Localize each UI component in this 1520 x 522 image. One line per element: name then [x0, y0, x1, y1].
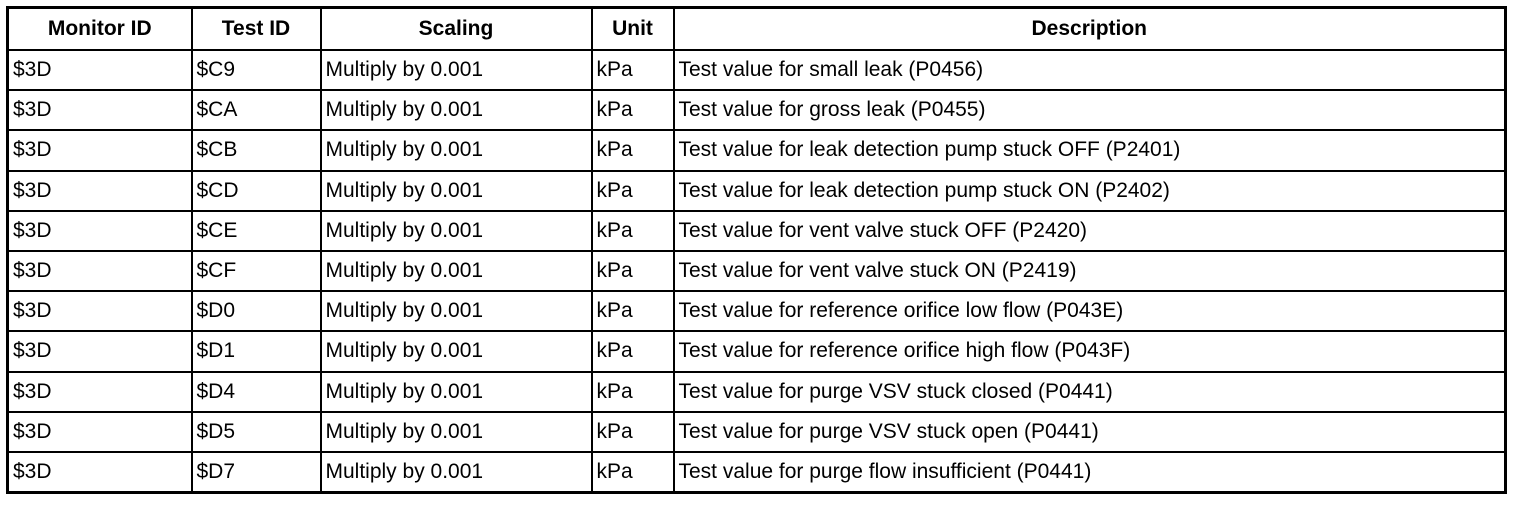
table-cell: $3D: [6, 48, 193, 92]
table-cell: $3D: [6, 169, 193, 212]
table-cell: $CB: [190, 129, 322, 172]
table-cell: kPa: [590, 169, 675, 212]
table-row: $3D $C9 Multiply by 0.001 kPa Test value for…: [6, 48, 1507, 92]
table-cell: $3D: [6, 330, 193, 373]
table-cell: Test value for reference orifice high fl…: [672, 330, 1507, 373]
table-cell: $D4: [190, 370, 322, 413]
table-row: $3D $D4 Multiply by 0.001 kPa Test value for…: [6, 370, 1507, 413]
table-cell: $CD: [190, 169, 322, 212]
table-cell: $3D: [6, 249, 193, 293]
table-cell: $D7: [190, 450, 322, 494]
table-cell: $3D: [6, 450, 193, 494]
table-row: $3D $CF Multiply by 0.001 kPa Test value for…: [6, 249, 1507, 293]
table-row: $3D $CB Multiply by 0.001 kPa Test value for…: [6, 129, 1507, 172]
table-cell: kPa: [590, 129, 675, 172]
header-cell: Test ID: [190, 6, 322, 51]
table-row: $3D $D7 Multiply by 0.001 kPa Test value for…: [6, 450, 1507, 494]
table-cell: $D5: [190, 410, 322, 453]
table-cell: $C9: [190, 48, 322, 92]
table-cell: Test value for small leak (P0456): [672, 48, 1507, 92]
table-cell: Test value for purge flow insufficient (…: [672, 450, 1507, 494]
table-cell: Multiply by 0.001: [319, 169, 593, 212]
table-cell: kPa: [590, 450, 675, 494]
table-cell: $3D: [6, 370, 193, 413]
header-cell: Unit: [590, 6, 675, 51]
table-cell: Multiply by 0.001: [319, 249, 593, 293]
table-cell: Multiply by 0.001: [319, 370, 593, 413]
table-row: $3D $D0 Multiply by 0.001 kPa Test value for…: [6, 290, 1507, 333]
table-cell: Multiply by 0.001: [319, 129, 593, 172]
table-cell: $3D: [6, 209, 193, 252]
table-row: $3D $D5 Multiply by 0.001 kPa Test value for…: [6, 410, 1507, 453]
header-cell: Monitor ID: [6, 6, 193, 51]
table-cell: Multiply by 0.001: [319, 290, 593, 333]
table-cell: kPa: [590, 410, 675, 453]
table-cell: Multiply by 0.001: [319, 450, 593, 494]
header-cell: Description: [672, 6, 1507, 51]
table-cell: $3D: [6, 410, 193, 453]
table-cell: kPa: [590, 249, 675, 293]
table-row: $3D $D1 Multiply by 0.001 kPa Test value for…: [6, 330, 1507, 373]
table-body: $3D $C9 Multiply by 0.001 kPa Test value for…: [6, 48, 1507, 494]
table-cell: Test value for gross leak (P0455): [672, 89, 1507, 132]
table-cell: kPa: [590, 330, 675, 373]
table-cell: $3D: [6, 290, 193, 333]
header-cell: Scaling: [319, 6, 593, 51]
table-cell: Test value for leak detection pump stuck…: [672, 169, 1507, 212]
table-cell: Multiply by 0.001: [319, 330, 593, 373]
table-cell: $CA: [190, 89, 322, 132]
table-row: $3D $CE Multiply by 0.001 kPa Test value for…: [6, 209, 1507, 252]
table-cell: Test value for purge VSV stuck closed (P…: [672, 370, 1507, 413]
table-cell: Multiply by 0.001: [319, 209, 593, 252]
table-cell: Test value for purge VSV stuck open (P04…: [672, 410, 1507, 453]
table-cell: kPa: [590, 48, 675, 92]
table-cell: $D0: [190, 290, 322, 333]
table-row: $3D $CD Multiply by 0.001 kPa Test value for…: [6, 169, 1507, 212]
table-cell: $D1: [190, 330, 322, 373]
data-table: Monitor ID Test ID Scaling Unit Description …: [6, 6, 1507, 495]
table-cell: $CF: [190, 249, 322, 293]
table-cell: $3D: [6, 129, 193, 172]
table-cell: kPa: [590, 290, 675, 333]
header-row: Monitor ID Test ID Scaling Unit Description: [6, 6, 1507, 51]
table-row: $3D $CA Multiply by 0.001 kPa Test value for…: [6, 89, 1507, 132]
table-cell: $CE: [190, 209, 322, 252]
table-cell: Test value for vent valve stuck ON (P241…: [672, 249, 1507, 293]
table-cell: Multiply by 0.001: [319, 410, 593, 453]
table-cell: Multiply by 0.001: [319, 89, 593, 132]
table-cell: kPa: [590, 370, 675, 413]
table-cell: Multiply by 0.001: [319, 48, 593, 92]
table-cell: Test value for vent valve stuck OFF (P24…: [672, 209, 1507, 252]
table-cell: Test value for reference orifice low flo…: [672, 290, 1507, 333]
table-cell: $3D: [6, 89, 193, 132]
table-cell: kPa: [590, 209, 675, 252]
table-cell: Test value for leak detection pump stuck…: [672, 129, 1507, 172]
table-cell: kPa: [590, 89, 675, 132]
